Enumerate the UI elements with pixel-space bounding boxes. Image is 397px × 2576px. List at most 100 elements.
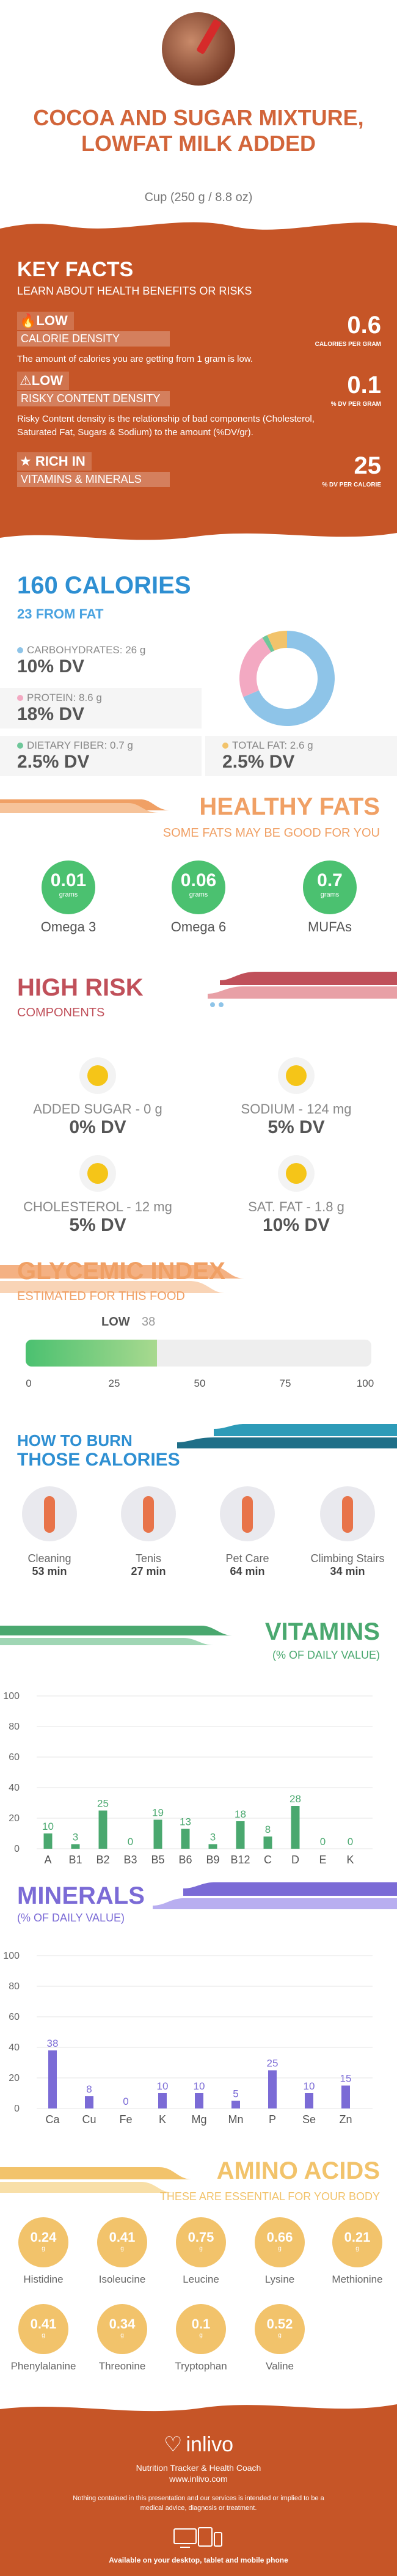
- bar-B5: [153, 1819, 162, 1849]
- sodium-item: SODIUM - 124 mg 5% DV: [217, 1057, 376, 1138]
- x-category-label: Ca: [45, 2113, 60, 2126]
- y-tick-label: 40: [9, 2042, 20, 2053]
- glycemic-tick: 100: [356, 1378, 374, 1389]
- wave-divider: [0, 2396, 397, 2412]
- x-category-label: Se: [302, 2113, 316, 2126]
- bar-Cu: [85, 2096, 93, 2108]
- brand-url[interactable]: www.inlivo.com: [169, 2474, 228, 2484]
- bar-P: [268, 2070, 277, 2108]
- x-category-label: Zn: [339, 2113, 352, 2126]
- glycemic-tick: 75: [279, 1378, 291, 1389]
- risky-density-row: ⚠LOW RISKY CONTENT DENSITY Risky Content…: [17, 372, 381, 439]
- x-category-label: Cu: [82, 2113, 96, 2126]
- calories-total: 160 CALORIES: [17, 572, 191, 599]
- bar-C: [263, 1837, 272, 1849]
- food-photo: [162, 12, 235, 86]
- healthy-fats-subtitle: SOME FATS MAY BE GOOD FOR YOU: [162, 826, 380, 840]
- bar-value-label: 18: [235, 1808, 246, 1820]
- bar-value-label: 28: [290, 1793, 301, 1805]
- amino-acids-section: AMINO ACIDS THESE ARE ESSENTIAL FOR YOUR…: [0, 2157, 397, 2396]
- y-tick-label: 100: [3, 1951, 20, 1961]
- bar-value-label: 38: [47, 2038, 59, 2049]
- fact-description: The amount of calories you are getting f…: [17, 354, 253, 364]
- y-tick-label: 0: [14, 2104, 20, 2114]
- high-risk-section: HIGH RISK COMPONENTS ADDED SUGAR - 0 g 0…: [0, 972, 397, 1253]
- wave-divider: [0, 1265, 244, 1293]
- dog-walking-icon: [220, 1486, 275, 1541]
- legend-dot: [17, 695, 23, 701]
- smiley-icon: [278, 1155, 315, 1192]
- key-facts-section: KEY FACTS LEARN ABOUT HEALTH BENEFITS OR…: [0, 208, 397, 550]
- amino-item: 0.75 g Leucine: [161, 2217, 241, 2286]
- bar-A: [43, 1833, 53, 1849]
- value-circle: 0.1 g: [176, 2304, 226, 2354]
- legend-dot: [17, 743, 23, 749]
- amino-item: 0.1 g Tryptophan: [161, 2304, 241, 2372]
- glycemic-index-section: GLYCEMIC INDEX ESTIMATED FOR THIS FOOD L…: [0, 1253, 397, 1418]
- bar-value-label: 0: [320, 1836, 326, 1848]
- x-category-label: Mg: [191, 2113, 206, 2126]
- glycemic-title: GLYCEMIC INDEX: [17, 1258, 225, 1285]
- minerals-subtitle: (% OF DAILY VALUE): [17, 1912, 125, 1924]
- x-category-label: B3: [123, 1854, 137, 1866]
- x-category-label: B5: [151, 1854, 164, 1866]
- x-category-label: C: [264, 1854, 272, 1866]
- smiley-icon: [79, 1155, 116, 1192]
- activity-tennis: Tenis 27 min: [103, 1486, 194, 1578]
- bar-value-label: 15: [340, 2073, 352, 2085]
- legend-dot: [17, 647, 23, 653]
- brand-logo[interactable]: ♡ inlivo: [164, 2433, 233, 2456]
- y-tick-label: 0: [14, 1844, 20, 1854]
- donut-slice-protein: [239, 637, 271, 697]
- omega6-item: 0.06 grams Omega 6: [150, 861, 247, 935]
- amino-title: AMINO ACIDS: [216, 2157, 380, 2184]
- bar-value-label: 8: [86, 2083, 92, 2095]
- level-badge: ★ RICH IN: [17, 452, 92, 471]
- value-circle: 0.75 g: [176, 2217, 226, 2267]
- fact-label: RISKY CONTENT DENSITY: [17, 391, 170, 406]
- warning-icon: ⚠: [20, 373, 32, 388]
- devices-icon: [173, 2527, 222, 2548]
- value-circle: 0.24 g: [18, 2217, 68, 2267]
- calorie-density-row: 🔥LOW CALORIE DENSITY The amount of calor…: [17, 312, 381, 366]
- bar-value-label: 0: [123, 2096, 128, 2107]
- wave-divider: [177, 1424, 397, 1448]
- donut-slice-dietary-fiber: [262, 635, 275, 653]
- fact-value: 0.6: [347, 312, 381, 339]
- minerals-bar-chart: 0 20 40 60 80 100 38 Ca 8 Cu 0 Fe 10 K 10 Mg 5 Mn 25 P 10 Se 1…: [3, 1882, 397, 2126]
- activity-pet-care: Pet Care 64 min: [202, 1486, 293, 1578]
- high-risk-subtitle: COMPONENTS: [17, 1006, 105, 1019]
- amino-label: Valine: [266, 2360, 294, 2372]
- x-category-label: K: [159, 2113, 166, 2126]
- glycemic-value: 38: [142, 1315, 156, 1329]
- x-category-label: E: [319, 1854, 326, 1866]
- bar-B1: [71, 1844, 80, 1849]
- amino-item: 0.41 g Phenylalanine: [4, 2304, 83, 2372]
- wave-divider: [0, 799, 171, 813]
- minerals-title: MINERALS: [17, 1882, 145, 1909]
- level-badge: ⚠LOW: [17, 372, 70, 390]
- level-badge: 🔥LOW: [17, 312, 74, 330]
- calories-from-fat: 23 FROM FAT: [17, 606, 104, 622]
- amino-label: Tryptophan: [175, 2360, 227, 2372]
- cholesterol-item: CHOLESTEROL - 12 mg 5% DV: [18, 1155, 177, 1236]
- value-circle: 0.21 g: [332, 2217, 382, 2267]
- bar-Zn: [341, 2085, 350, 2108]
- healthy-fats-section: HEALTHY FATS SOME FATS MAY BE GOOD FOR Y…: [0, 788, 397, 972]
- fire-icon: 🔥: [20, 313, 37, 328]
- fiber-item: DIETARY FIBER: 0.7 g 2.5% DV: [0, 736, 202, 776]
- x-category-label: D: [291, 1854, 299, 1866]
- bar-value-label: 3: [73, 1832, 78, 1843]
- x-category-label: B9: [206, 1854, 219, 1866]
- x-category-label: B2: [96, 1854, 109, 1866]
- fact-label: CALORIE DENSITY: [17, 331, 170, 347]
- bar-B9: [208, 1844, 217, 1849]
- fact-description: Risky Content density is the relationshi…: [17, 414, 315, 438]
- glycemic-bar-fill: [26, 1340, 158, 1367]
- heart-icon: ♡: [164, 2433, 183, 2456]
- y-tick-label: 60: [9, 1752, 20, 1763]
- added-sugar-item: ADDED SUGAR - 0 g 0% DV: [18, 1057, 177, 1138]
- y-tick-label: 60: [9, 2012, 20, 2022]
- bar-value-label: 10: [42, 1821, 54, 1832]
- serving-size: Cup (250 g / 8.8 oz): [144, 191, 253, 204]
